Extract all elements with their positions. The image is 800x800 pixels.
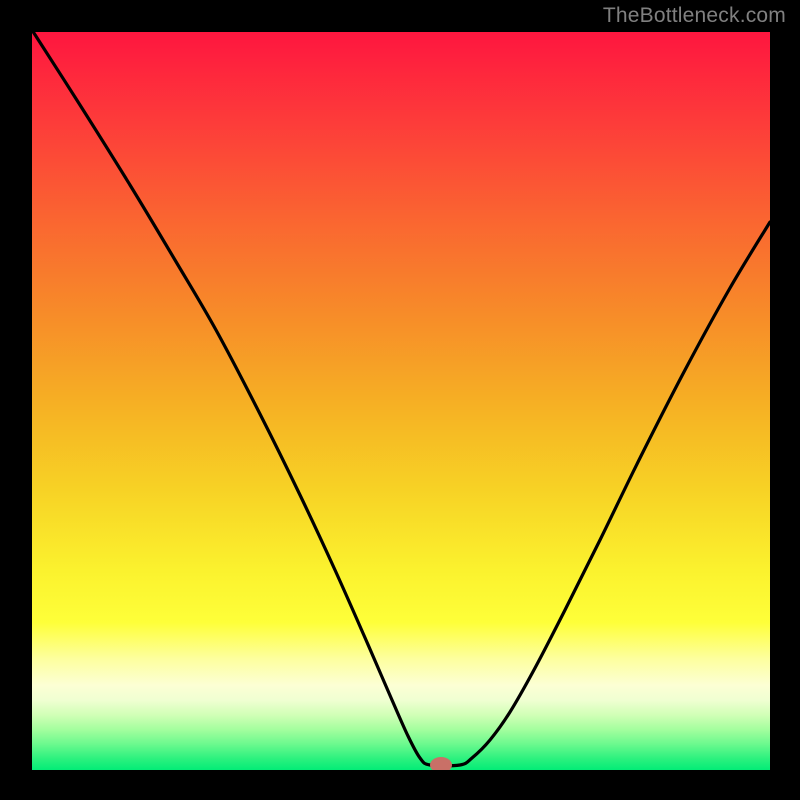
- chart-stage: TheBottleneck.com: [0, 0, 800, 800]
- curve-min-marker: [430, 757, 452, 773]
- chart-svg: [0, 0, 800, 800]
- plot-background: [32, 32, 770, 770]
- watermark-text: TheBottleneck.com: [603, 4, 786, 28]
